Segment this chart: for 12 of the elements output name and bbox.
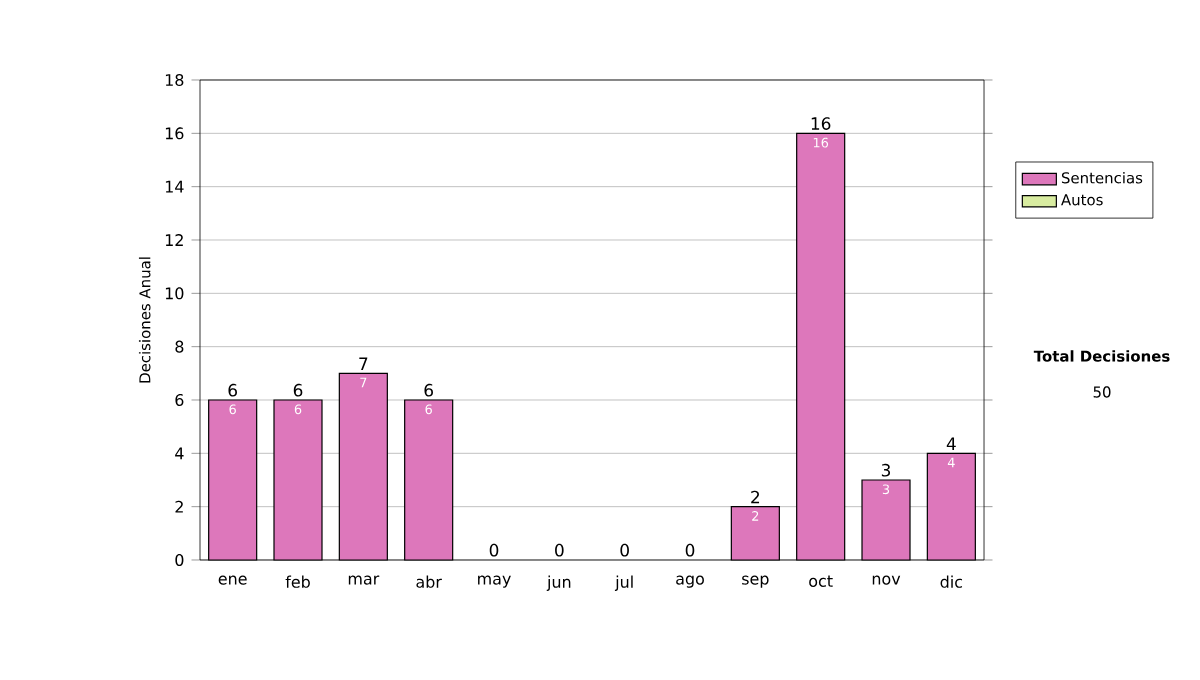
total-label: 16 — [811, 117, 831, 130]
total-label: 7 — [359, 357, 368, 370]
total-label: 6 — [293, 383, 303, 397]
total-label: 6 — [228, 383, 237, 397]
total-label: 2 — [751, 490, 760, 504]
total-label: 3 — [881, 463, 891, 477]
total-label: 6 — [424, 383, 433, 397]
total-label: 0 — [685, 543, 695, 557]
total-label: 0 — [489, 543, 499, 557]
total-label: 0 — [555, 543, 564, 557]
total-label: 4 — [946, 437, 956, 450]
total-label: 0 — [620, 543, 629, 557]
